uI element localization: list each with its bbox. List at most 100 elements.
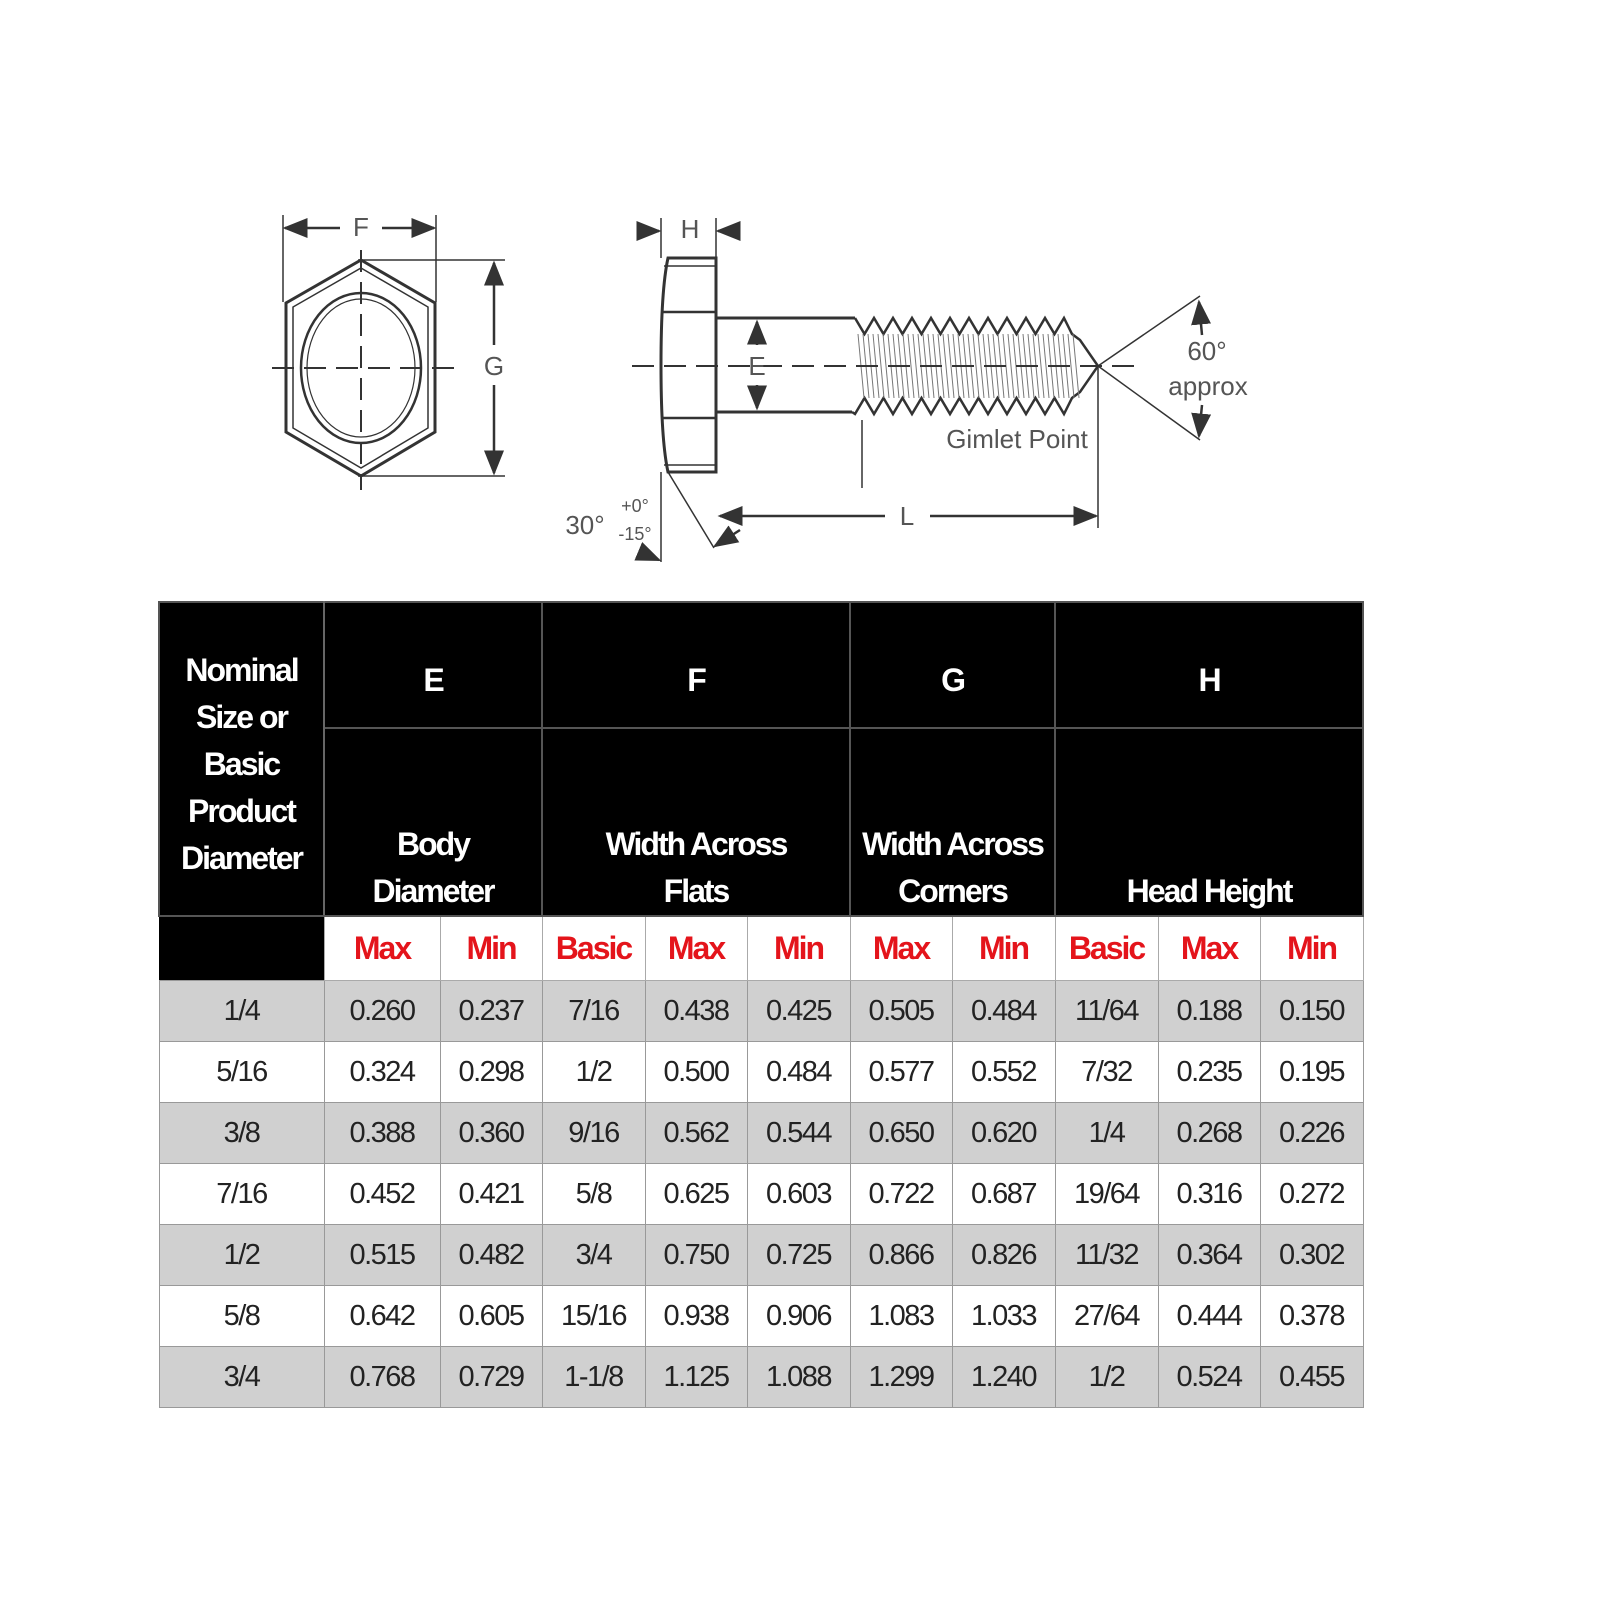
header-line: Product: [188, 792, 297, 829]
table-row: 7/16 0.452 0.421 5/8 0.625 0.603 0.722 0.687 19/…: [158, 1163, 1364, 1225]
value-cell: 1.033: [951, 1285, 1056, 1347]
subheader-max: Max: [1157, 915, 1261, 981]
label-g: G: [484, 351, 504, 381]
value-cell: 0.577: [849, 1041, 953, 1103]
thread-hatch: [1072, 333, 1080, 399]
value-cell: 0.268: [1157, 1102, 1261, 1164]
label-h: H: [681, 214, 700, 244]
desc-width-across-flats: Width Across Flats: [541, 727, 851, 917]
value-cell: 0.316: [1157, 1163, 1261, 1225]
group-header-g: G: [848, 601, 1057, 729]
thread-hatch: [912, 333, 920, 399]
value-cell: 0.298: [439, 1041, 543, 1103]
value-cell: 0.552: [951, 1041, 1056, 1103]
desc-line: Body: [397, 826, 471, 862]
header-line: Size or: [196, 698, 289, 735]
nominal-size-cell: 5/8: [158, 1285, 325, 1347]
value-cell: 0.388: [323, 1102, 441, 1164]
value-cell: 0.729: [439, 1346, 543, 1408]
value-cell: 9/16: [541, 1102, 646, 1164]
label-gimlet-point: Gimlet Point: [946, 424, 1088, 454]
value-cell: 0.438: [644, 980, 748, 1042]
value-cell: 0.515: [323, 1224, 441, 1286]
value-cell: 0.938: [644, 1285, 748, 1347]
value-cell: 0.906: [746, 1285, 851, 1347]
thread-hatch: [907, 333, 915, 399]
value-cell: 0.455: [1259, 1346, 1364, 1408]
subheader-min: Min: [746, 915, 851, 981]
thread-hatch: [972, 333, 980, 399]
desc-line: Width Across: [862, 826, 1045, 862]
value-cell: 1.125: [644, 1346, 748, 1408]
label-l: L: [900, 501, 914, 531]
bolt-head-side: [659, 256, 718, 474]
label-e: E: [748, 351, 765, 381]
group-header-h: H: [1054, 601, 1365, 729]
value-cell: 0.562: [644, 1102, 748, 1164]
group-header-f: F: [541, 601, 851, 729]
thread-hatch: [1037, 333, 1045, 399]
desc-width-across-corners: Width Across Corners: [848, 727, 1057, 917]
value-cell: 1.088: [746, 1346, 851, 1408]
value-cell: 3/4: [541, 1224, 646, 1286]
desc-line: Head Height: [1126, 873, 1294, 909]
value-cell: 0.484: [951, 980, 1056, 1042]
header-line: Basic: [203, 745, 281, 782]
value-cell: 0.452: [323, 1163, 441, 1225]
desc-line: Diameter: [372, 873, 496, 909]
value-cell: 0.725: [746, 1224, 851, 1286]
subheader-max: Max: [644, 915, 748, 981]
value-cell: 0.768: [323, 1346, 441, 1408]
label-30-deg: 30°: [565, 510, 604, 540]
subheader-basic: Basic: [1054, 915, 1159, 981]
value-cell: 0.260: [323, 980, 441, 1042]
subheader-max: Max: [849, 915, 953, 981]
value-cell: 0.302: [1259, 1224, 1364, 1286]
value-cell: 0.482: [439, 1224, 543, 1286]
lag-screw-dimension-table: Nominal Size or Basic Product Diameter E…: [158, 601, 1365, 1408]
subheader-min: Min: [1259, 915, 1364, 981]
nominal-size-cell: 3/4: [158, 1346, 325, 1408]
thread-hatch: [1042, 333, 1050, 399]
desc-head-height: Head Height: [1054, 727, 1365, 917]
label-tol-minus: -15°: [618, 524, 651, 544]
value-cell: 0.484: [746, 1041, 851, 1103]
subheader-row: Max Min Basic Max Min Max Min Basic Max Min: [159, 915, 1364, 981]
label-f: F: [353, 212, 369, 242]
value-cell: 0.642: [323, 1285, 441, 1347]
thread-hatch: [947, 333, 955, 399]
desc-body-diameter: Body Diameter: [323, 727, 543, 917]
value-cell: 0.605: [439, 1285, 543, 1347]
value-cell: 0.500: [644, 1041, 748, 1103]
value-cell: 1.083: [849, 1285, 953, 1347]
table-row: 3/8 0.388 0.360 9/16 0.562 0.544 0.650 0.620 1/4…: [158, 1102, 1364, 1164]
value-cell: 0.750: [644, 1224, 748, 1286]
value-cell: 0.324: [323, 1041, 441, 1103]
nominal-size-header: Nominal Size or Basic Product Diameter: [158, 601, 325, 917]
value-cell: 27/64: [1054, 1285, 1159, 1347]
value-cell: 0.150: [1259, 980, 1364, 1042]
value-cell: 1/2: [1054, 1346, 1159, 1408]
value-cell: 0.188: [1157, 980, 1261, 1042]
thread-hatch: [977, 333, 985, 399]
value-cell: 0.866: [849, 1224, 953, 1286]
blank-cell: [159, 916, 324, 981]
nominal-size-cell: 1/4: [158, 980, 325, 1042]
value-cell: 0.235: [1157, 1041, 1261, 1103]
value-cell: 0.524: [1157, 1346, 1261, 1408]
value-cell: 7/32: [1054, 1041, 1159, 1103]
value-cell: 0.421: [439, 1163, 543, 1225]
value-cell: 0.620: [951, 1102, 1056, 1164]
value-cell: 0.826: [951, 1224, 1056, 1286]
desc-line: Width Across: [605, 826, 789, 862]
subheader-basic: Basic: [541, 915, 646, 981]
value-cell: 0.425: [746, 980, 851, 1042]
value-cell: 0.237: [439, 980, 543, 1042]
nominal-size-cell: 1/2: [158, 1224, 325, 1286]
group-header-e: E: [323, 601, 543, 729]
value-cell: 0.195: [1259, 1041, 1364, 1103]
table-row: 3/4 0.768 0.729 1-1/8 1.125 1.088 1.299 1.240 1/…: [158, 1346, 1364, 1408]
value-cell: 1-1/8: [541, 1346, 646, 1408]
table-row: 5/8 0.642 0.605 15/16 0.938 0.906 1.083 1.033 27…: [158, 1285, 1364, 1347]
nominal-size-cell: 5/16: [158, 1041, 325, 1103]
